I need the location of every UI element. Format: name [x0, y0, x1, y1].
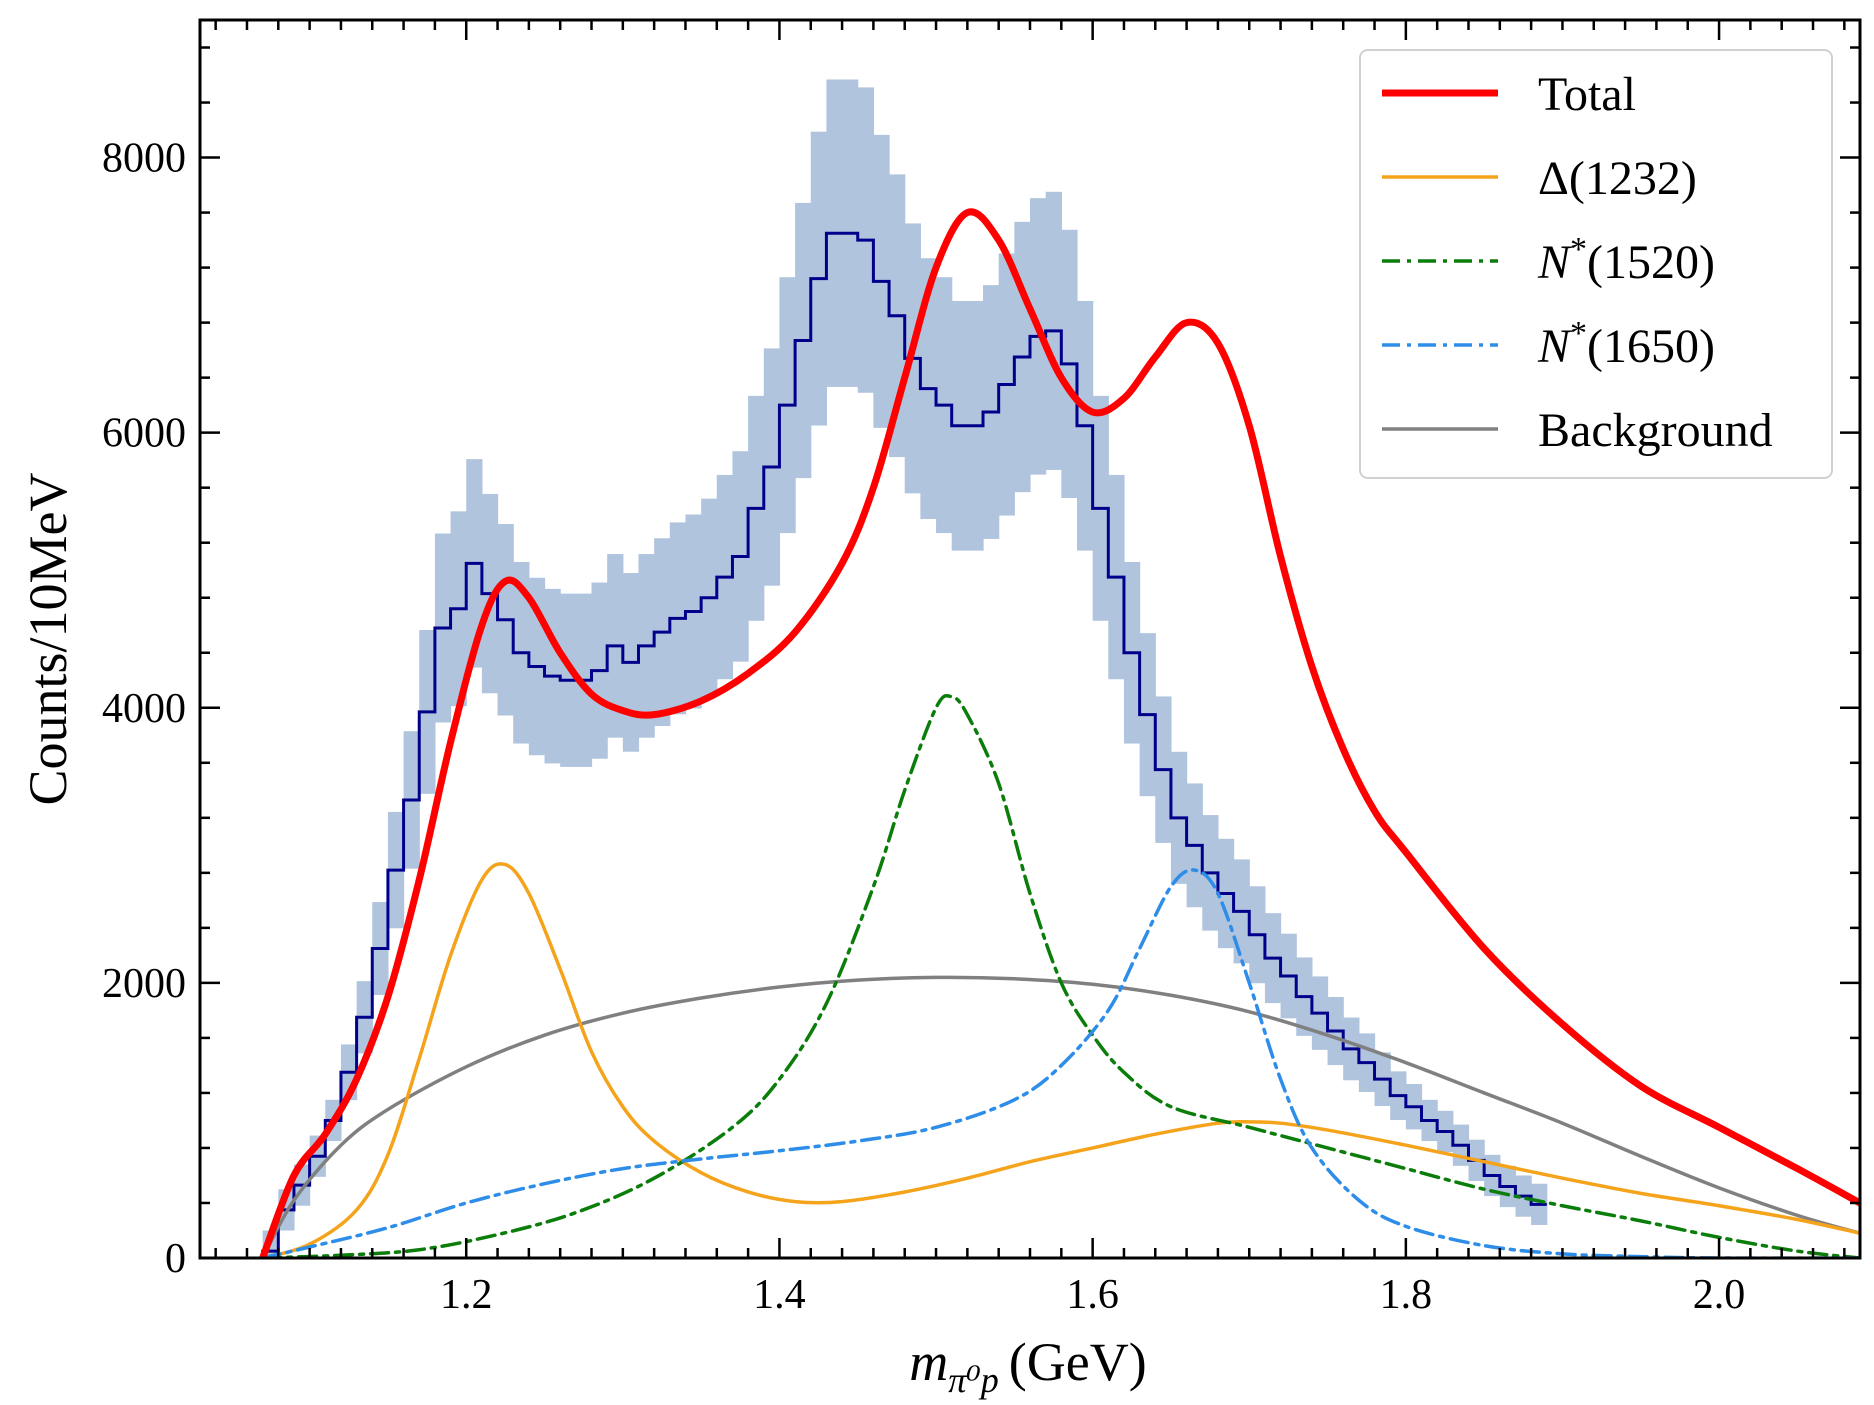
x-tick-label: 1.4	[753, 1272, 806, 1318]
legend-label: Δ(1232)	[1538, 152, 1697, 205]
x-axis-title-unit: (GeV)	[1009, 1332, 1147, 1392]
y-tick-label: 8000	[102, 136, 186, 182]
series-line-n-1650-	[260, 868, 1860, 1258]
x-axis-title-sub: π⁰p	[948, 1360, 998, 1400]
x-tick-label: 1.6	[1066, 1272, 1119, 1318]
legend-label: N*(1650)	[1537, 315, 1715, 373]
x-axis-title: mπ⁰p (GeV)	[909, 1332, 1146, 1400]
x-tick-label: 2.0	[1693, 1272, 1746, 1318]
series-line-n-1520-	[260, 693, 1860, 1258]
series-line--1232-	[260, 862, 1860, 1258]
series-line-background	[260, 975, 1860, 1258]
legend: Total Δ(1232) N*(1520) N*(1650) Background	[1359, 49, 1833, 479]
axis-ticks: 1.2 1.4 1.6 1.8 2.0 0 2000 4000 6000 8000	[102, 20, 1860, 1318]
data-histogram	[261, 231, 1547, 1258]
legend-label: Background	[1538, 404, 1773, 457]
legend-label: Total	[1538, 68, 1636, 121]
y-tick-label: 0	[165, 1236, 186, 1282]
y-tick-label: 6000	[102, 411, 186, 457]
x-axis-title-main: m	[909, 1332, 948, 1392]
y-axis-title: Counts/10MeV	[18, 472, 78, 805]
y-tick-label: 2000	[102, 961, 186, 1007]
series-line-total	[259, 208, 1860, 1258]
x-tick-label: 1.2	[440, 1272, 493, 1318]
legend-box	[1359, 49, 1833, 479]
legend-label: N*(1520)	[1537, 231, 1715, 289]
plot-area	[259, 79, 1860, 1258]
x-tick-label: 1.8	[1380, 1272, 1433, 1318]
y-tick-label: 4000	[102, 686, 186, 732]
